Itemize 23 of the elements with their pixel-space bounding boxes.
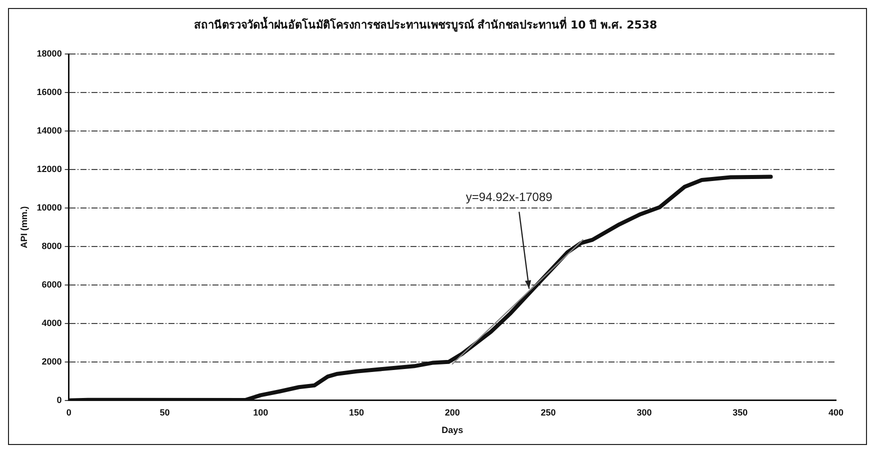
y-tick-label: 8000 — [42, 241, 62, 252]
y-tick-label: 18000 — [36, 48, 62, 59]
x-tick-label: 250 — [540, 407, 556, 418]
y-tick-label: 0 — [56, 394, 62, 405]
x-tick-label: 50 — [160, 407, 170, 418]
x-tick-label: 100 — [253, 407, 268, 418]
y-tick-label: 4000 — [42, 318, 62, 328]
annotation: y=94.92x-17089 — [466, 190, 553, 204]
x-tick-label: 350 — [732, 407, 748, 418]
y-axis-title: API (mm.) — [18, 206, 29, 248]
chart-title: สถานีตรวจวัดน้ำฝนอัตโนมัติโครงการชลประทานเพชรบูรณ์ สำนักชลประทานที่ 10 ปี พ.ศ. 2538 — [194, 16, 658, 32]
y-tick-label: 6000 — [42, 279, 62, 290]
x-axis-title: Days — [442, 425, 464, 436]
x-tick-label: 150 — [349, 407, 364, 418]
y-tick-label: 14000 — [36, 126, 62, 136]
y-tick-label: 10000 — [36, 202, 62, 213]
x-tick-label: 400 — [828, 407, 844, 418]
y-tick-label: 12000 — [36, 164, 62, 174]
y-tick-label: 2000 — [42, 356, 62, 366]
y-tick-label: 16000 — [36, 87, 62, 98]
x-tick-label: 0 — [66, 407, 72, 418]
x-tick-label: 200 — [444, 407, 460, 418]
x-tick-label: 300 — [636, 407, 652, 418]
